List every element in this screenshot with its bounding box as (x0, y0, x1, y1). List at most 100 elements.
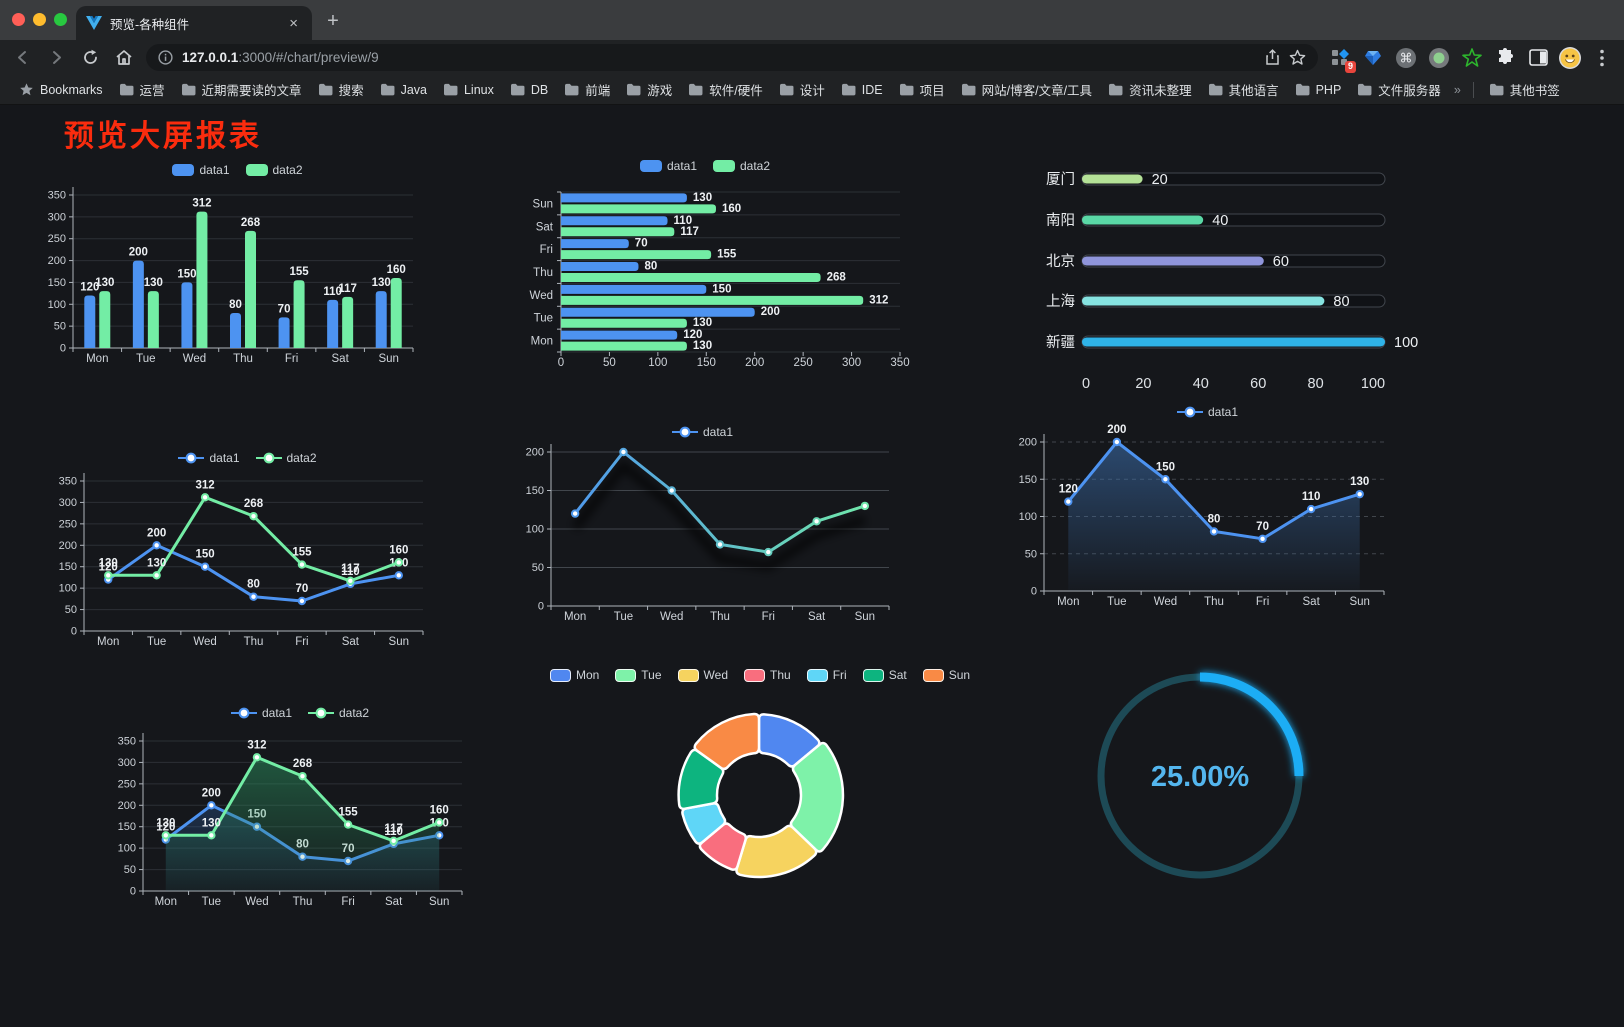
bookmark-folder[interactable]: 设计 (772, 77, 832, 102)
puzzle-extensions-icon[interactable] (1493, 46, 1517, 70)
svg-text:Mon: Mon (97, 636, 119, 648)
address-bar[interactable]: 127.0.0.1:3000/#/chart/preview/9 (146, 44, 1318, 71)
svg-text:50: 50 (603, 357, 616, 369)
bookmark-folder[interactable]: IDE (834, 80, 890, 100)
forward-button[interactable] (44, 46, 68, 70)
legend-item[interactable]: Sat (862, 668, 907, 682)
bookmark-folder[interactable]: Linux (436, 80, 501, 100)
reload-button[interactable] (78, 46, 102, 70)
bookmark-folder[interactable]: Java (373, 80, 434, 100)
minimize-window-button[interactable] (33, 13, 46, 26)
chart-dual-area-line: data1 data2 0 50 100 150 200 250 300 350 Mon Tue Wed… (105, 700, 495, 918)
svg-text:40: 40 (1212, 213, 1228, 229)
data-point (207, 831, 216, 840)
svg-text:120: 120 (156, 822, 175, 834)
svg-text:200: 200 (1107, 424, 1126, 436)
legend-item[interactable]: data1 (230, 706, 292, 720)
legend-item[interactable]: data1 (639, 159, 697, 173)
record-extension-icon[interactable] (1427, 46, 1451, 70)
legend-item[interactable]: data2 (255, 451, 317, 465)
browser-tab[interactable]: 预览-各种组件 × (76, 6, 312, 40)
bookmark-folder[interactable]: 资讯未整理 (1101, 77, 1199, 102)
svg-text:130: 130 (693, 317, 712, 329)
gem-extension-icon[interactable] (1361, 46, 1385, 70)
bookmarks-overflow-chevron[interactable]: » (1453, 82, 1461, 97)
side-panel-icon[interactable] (1526, 46, 1550, 70)
legend-item[interactable]: data2 (245, 163, 303, 177)
bar (561, 250, 712, 260)
bookmark-folder[interactable]: PHP (1288, 80, 1349, 100)
progress-fill (1082, 296, 1325, 306)
svg-text:200: 200 (59, 540, 77, 552)
svg-text:250: 250 (48, 233, 66, 245)
share-icon[interactable] (1265, 49, 1280, 66)
menu-dots-icon[interactable] (1590, 46, 1614, 70)
svg-text:Sun: Sun (533, 198, 553, 210)
chart-legend: data1 (1010, 404, 1405, 420)
svg-text:100: 100 (1394, 335, 1418, 351)
command-extension-icon[interactable]: ⌘ (1394, 46, 1418, 70)
legend-item[interactable]: data1 (1176, 405, 1238, 419)
bookmarks-root[interactable]: Bookmarks (12, 79, 110, 100)
svg-text:Mon: Mon (1057, 596, 1079, 608)
svg-text:200: 200 (147, 527, 166, 539)
chart-grouped-bar: data1 data2 0 50 100 150 200 250 300 350 Mon Tue Wed… (40, 150, 435, 375)
svg-text:130: 130 (372, 277, 391, 289)
site-info-icon[interactable] (158, 50, 173, 65)
other-bookmarks-folder[interactable]: 其他书签 (1482, 77, 1567, 102)
url-text[interactable]: 127.0.0.1:3000/#/chart/preview/9 (182, 50, 1256, 65)
svg-text:100: 100 (118, 843, 136, 855)
profile-avatar[interactable] (1559, 46, 1581, 69)
legend-item[interactable]: Wed (677, 668, 728, 682)
bar (561, 341, 687, 351)
svg-text:Sun: Sun (1349, 596, 1369, 608)
green-star-extension-icon[interactable] (1460, 46, 1484, 70)
svg-text:80: 80 (644, 261, 657, 273)
svg-text:117: 117 (680, 226, 699, 238)
svg-text:268: 268 (293, 758, 313, 770)
bookmark-folder[interactable]: 文件服务器 (1350, 77, 1448, 102)
legend-item[interactable]: data1 (671, 425, 733, 439)
svg-text:120: 120 (683, 329, 702, 341)
svg-text:312: 312 (869, 294, 888, 306)
legend-item[interactable]: data2 (308, 706, 369, 720)
back-button[interactable] (10, 46, 34, 70)
bookmark-folder[interactable]: 网站/博客/文章/工具 (954, 77, 1099, 102)
bookmark-folder[interactable]: 游戏 (619, 77, 679, 102)
progress-fill (1082, 256, 1264, 266)
legend-item[interactable]: data2 (713, 159, 770, 173)
maximize-window-button[interactable] (54, 13, 67, 26)
legend-item[interactable]: data1 (178, 451, 240, 465)
data-point (207, 801, 216, 810)
close-window-button[interactable] (12, 13, 25, 26)
bookmark-folder[interactable]: 前端 (557, 77, 617, 102)
bookmark-folder[interactable]: DB (503, 80, 555, 100)
bookmark-folder[interactable]: 运营 (112, 77, 172, 102)
legend-item[interactable]: Thu (744, 668, 791, 682)
svg-text:150: 150 (118, 821, 136, 833)
legend-item[interactable]: Tue (615, 668, 662, 682)
bookmark-star-icon[interactable] (1289, 49, 1306, 66)
bookmark-folder[interactable]: 软件/硬件 (681, 77, 769, 102)
bookmark-folder[interactable]: 近期需要读的文章 (174, 77, 309, 102)
pie-slice-Sun (693, 712, 761, 771)
bookmark-folder[interactable]: 项目 (892, 77, 952, 102)
legend-item[interactable]: Mon (549, 668, 599, 682)
new-tab-button[interactable]: + (327, 9, 339, 32)
svg-text:155: 155 (289, 266, 309, 278)
svg-text:100: 100 (648, 357, 667, 369)
svg-text:130: 130 (144, 277, 163, 289)
chart-area-line: data1 0 50 100 150 200 Mon Tue Wed Thu Fri Sat Sun 12… (1010, 400, 1405, 615)
extension-grid-icon[interactable]: 9 (1328, 46, 1356, 73)
bookmark-folder[interactable]: 其他语言 (1201, 77, 1286, 102)
home-button[interactable] (112, 46, 136, 70)
legend-item[interactable]: Fri (806, 668, 847, 682)
legend-item[interactable]: data1 (172, 163, 230, 177)
legend-item[interactable]: Sun (922, 668, 970, 682)
svg-text:150: 150 (177, 268, 196, 280)
line-shadow (571, 459, 867, 571)
bookmark-folder[interactable]: 搜索 (311, 77, 371, 102)
tab-close-icon[interactable]: × (289, 14, 298, 32)
chart-canvas: 0 50 100 150 200 250 300 350 Mon Tue Wed Thu Fri Sat S… (59, 473, 424, 648)
chart-gauge: 25.00% (1060, 650, 1360, 900)
